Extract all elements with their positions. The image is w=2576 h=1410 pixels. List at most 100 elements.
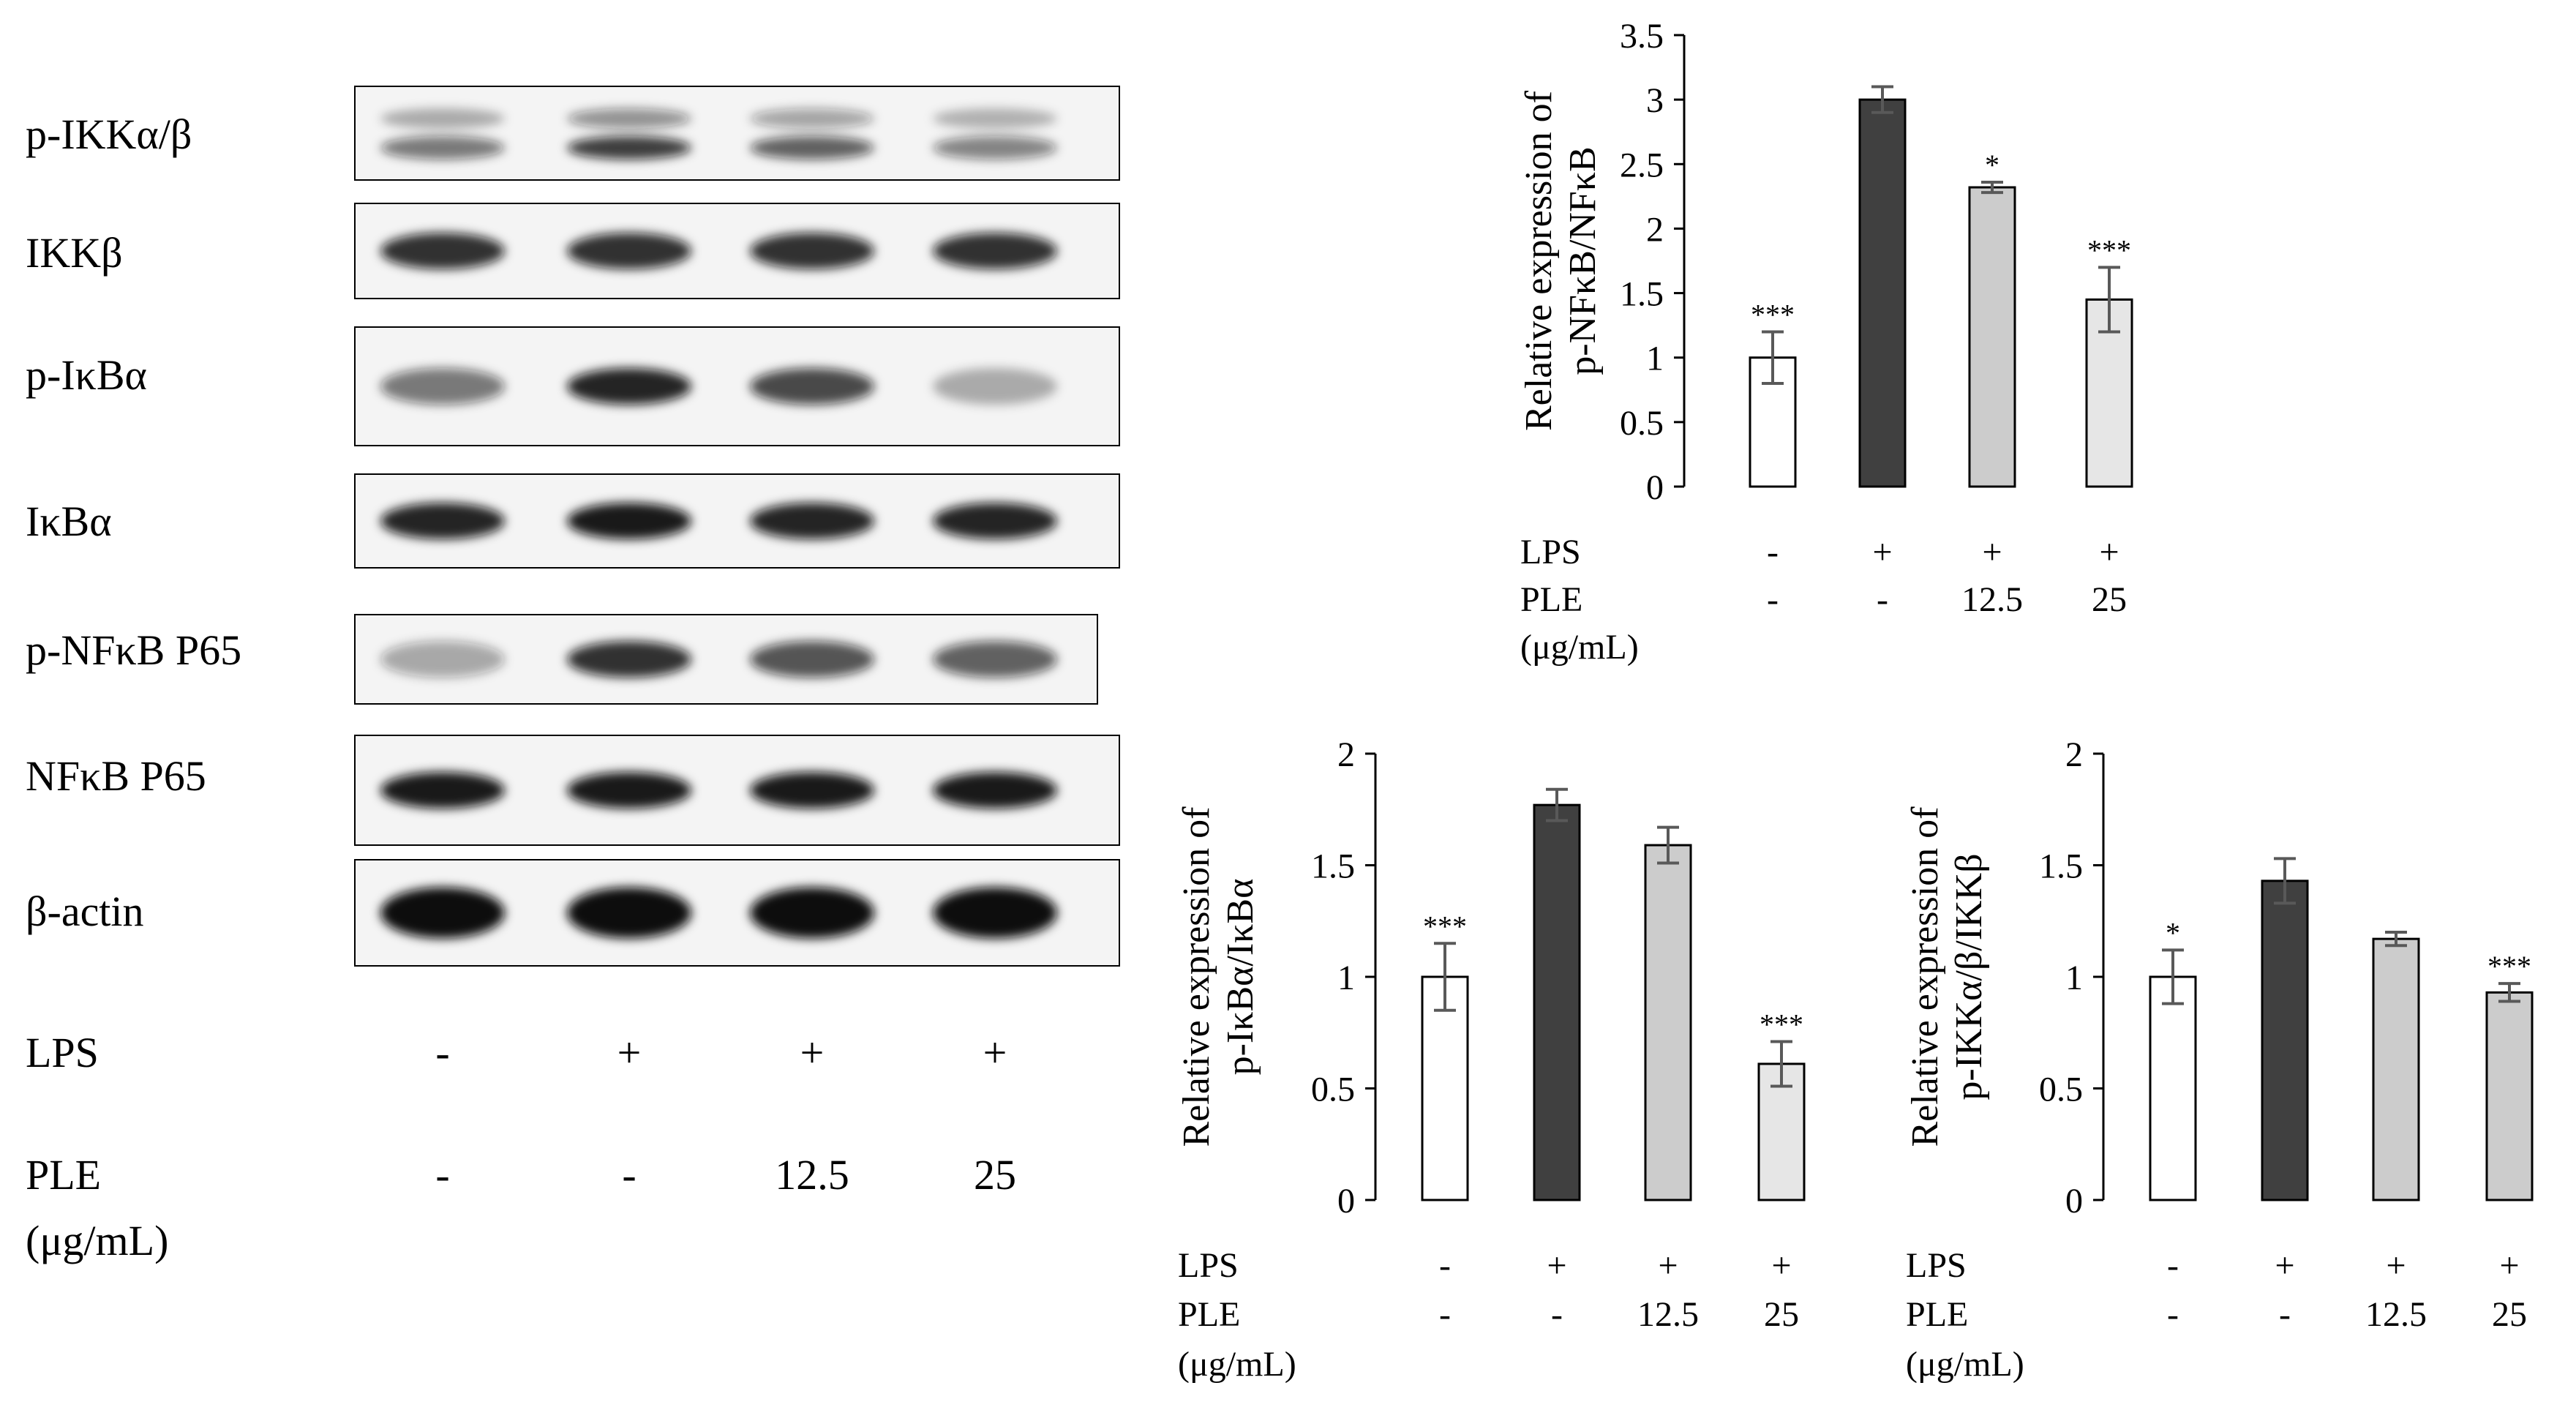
lps-row-label: LPS: [1906, 1246, 1967, 1285]
bar: [1421, 975, 1469, 1201]
lps-value: -: [1439, 1246, 1451, 1285]
bar: [1533, 803, 1581, 1201]
blot-lps-value: +: [800, 1029, 825, 1076]
blot-row-label: p-IκBα: [26, 351, 147, 399]
blot-band: [933, 233, 1057, 269]
blot-band: [380, 136, 505, 160]
p-ikba-chart: 0 0.5 1 1.5 2 Relative expression ofp-IκBα/Iκ…: [1176, 735, 1806, 1384]
y-tick-label: 2: [2065, 735, 2083, 774]
lps-value: -: [1767, 533, 1779, 571]
y-tick-label: 0: [2065, 1182, 2083, 1220]
blot-band: [933, 136, 1057, 160]
lps-value: +: [2099, 533, 2119, 571]
ple-value: 12.5: [1961, 580, 2023, 619]
y-axis-title: Relative expression ofp-IKKα/β/IKKβ: [1904, 806, 1990, 1147]
ple-value: -: [1877, 580, 1888, 619]
y-tick-label: 1.5: [2039, 847, 2083, 886]
blot-band: [750, 641, 874, 678]
significance-label: *: [1985, 149, 1999, 181]
blot-lps-value: -: [435, 1029, 449, 1076]
lps-value: +: [1771, 1246, 1791, 1285]
y-tick-label: 1: [2065, 959, 2083, 997]
bar: [2261, 880, 2309, 1201]
bar: [2372, 937, 2420, 1201]
y-tick-label: 0: [1337, 1182, 1355, 1220]
lps-value: +: [1982, 533, 2002, 571]
ple-value: 25: [2492, 1295, 2527, 1334]
y-tick-label: 1: [1337, 959, 1355, 997]
blot-band: [933, 108, 1057, 129]
blot-band: [380, 368, 505, 405]
ple-row-label: PLE: [1178, 1295, 1240, 1334]
blot-band: [380, 108, 505, 129]
lps-value: +: [2499, 1246, 2519, 1285]
significance-label: *: [2166, 916, 2180, 949]
blot-band: [750, 136, 874, 160]
ple-value: 25: [1764, 1295, 1799, 1334]
unit-label: (μg/mL): [1906, 1345, 2024, 1384]
blot-row-label: IκBα: [26, 498, 112, 545]
significance-label: ***: [1423, 910, 1467, 942]
ple-row-label: PLE: [1906, 1295, 1968, 1334]
bar: [1968, 186, 2016, 488]
bar: [1644, 844, 1692, 1201]
blot-band: [380, 772, 505, 809]
blot-band: [933, 772, 1057, 809]
ple-row-label: PLE: [1520, 580, 1582, 619]
blot-row-label: p-NFκB P65: [26, 626, 241, 674]
blot-band: [380, 503, 505, 539]
y-axis-title-line: p-NFκB/NFκB: [1562, 146, 1604, 375]
blot-band: [567, 503, 691, 539]
significance-label: ***: [1751, 298, 1795, 331]
p-nfkb-chart: 0 0.5 1 1.5 2 2.5 3 3.5 Relative expression ofp-…: [1518, 17, 2133, 667]
blot-band: [567, 887, 691, 939]
lps-value: -: [2167, 1246, 2179, 1285]
y-axis-title: Relative expression ofp-IκBα/IκBα: [1176, 806, 1261, 1147]
y-axis-title-line: p-IKKα/β/IKKβ: [1948, 853, 1990, 1100]
significance-label: ***: [1760, 1008, 1803, 1040]
lps-value: +: [2386, 1246, 2406, 1285]
blot-ple-value: -: [622, 1151, 636, 1199]
blot-band: [750, 503, 874, 539]
blot-band: [380, 887, 505, 939]
blot-band: [567, 136, 691, 160]
ple-value: 12.5: [1637, 1295, 1699, 1334]
y-axis-title-line: Relative expression of: [1176, 806, 1217, 1147]
blot-band: [380, 233, 505, 269]
ple-value: 12.5: [2365, 1295, 2427, 1334]
blot-band: [567, 368, 691, 405]
lps-value: +: [1658, 1246, 1678, 1285]
blot-lps-value: +: [617, 1029, 642, 1076]
bar: [1858, 98, 1907, 488]
y-tick-label: 0.5: [1620, 404, 1664, 443]
p-ikk-chart: 0 0.5 1 1.5 2 Relative expression ofp-IKKα/β/…: [1904, 735, 2534, 1384]
bar: [2485, 991, 2534, 1201]
blot-lps-value: +: [983, 1029, 1007, 1076]
lps-value: +: [2275, 1246, 2294, 1285]
lps-row-label: LPS: [1520, 533, 1581, 571]
ple-value: -: [1439, 1295, 1451, 1334]
blot-band: [567, 641, 691, 678]
lps-value: +: [1547, 1246, 1566, 1285]
blot-band: [567, 108, 691, 129]
y-tick-label: 2: [1337, 735, 1355, 774]
blot-strip: [354, 86, 1120, 181]
lps-value: +: [1872, 533, 1892, 571]
y-axis-title: Relative expression ofp-NFκB/NFκB: [1518, 90, 1604, 431]
blot-band: [933, 887, 1057, 939]
y-tick-label: 0.5: [2039, 1070, 2083, 1109]
blot-band: [750, 108, 874, 129]
blot-row-label: β-actin: [26, 888, 144, 935]
y-tick-label: 1: [1646, 340, 1664, 378]
blot-band: [933, 503, 1057, 539]
y-tick-label: 2: [1646, 210, 1664, 249]
y-tick-label: 2.5: [1620, 146, 1664, 184]
y-axis-title-line: p-IκBα/IκBα: [1220, 879, 1261, 1076]
lps-row-label: LPS: [1178, 1246, 1239, 1285]
blot-row-label: NFκB P65: [26, 752, 206, 800]
blot-row-label: p-IKKα/β: [26, 110, 192, 158]
significance-label: ***: [2487, 950, 2531, 983]
significance-label: ***: [2087, 233, 2131, 266]
blot-row-label: IKKβ: [26, 229, 123, 277]
